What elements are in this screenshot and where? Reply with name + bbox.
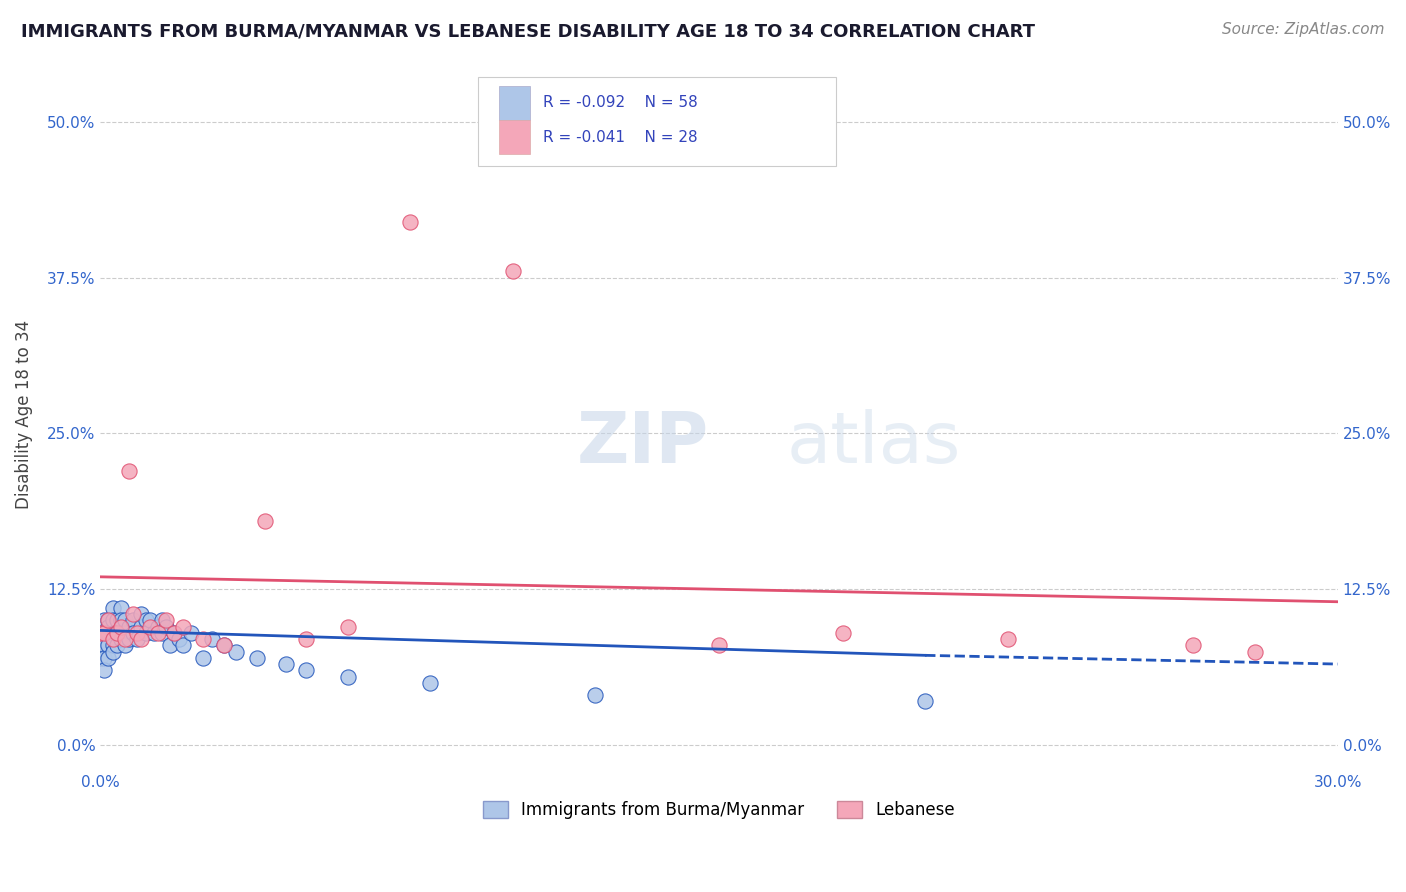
Point [93, 626, 115, 640]
Point [155, 620, 177, 634]
Point [131, 607, 153, 622]
Point [150, 626, 173, 640]
Point [274, 657, 297, 671]
Point [135, 614, 157, 628]
Point [89, 626, 111, 640]
Point [114, 632, 136, 647]
Point [110, 601, 132, 615]
Point [97, 614, 120, 628]
Point [89, 639, 111, 653]
Point [97, 626, 120, 640]
Point [105, 614, 128, 628]
Point [336, 669, 359, 683]
Point [110, 614, 132, 628]
Point [201, 632, 224, 647]
FancyBboxPatch shape [478, 78, 837, 166]
Point [93, 650, 115, 665]
Point [114, 639, 136, 653]
Point [246, 650, 269, 665]
Point [97, 639, 120, 653]
Point [122, 626, 145, 640]
Point [914, 694, 936, 708]
Point [254, 514, 277, 528]
Point [1182, 639, 1205, 653]
Legend: Immigrants from Burma/Myanmar, Lebanese: Immigrants from Burma/Myanmar, Lebanese [475, 794, 962, 826]
Point [159, 639, 181, 653]
Point [101, 601, 124, 615]
Point [122, 614, 145, 628]
Text: atlas: atlas [787, 409, 962, 478]
Point [93, 663, 115, 677]
Text: ZIP: ZIP [576, 409, 709, 478]
Text: Source: ZipAtlas.com: Source: ZipAtlas.com [1222, 22, 1385, 37]
Point [118, 620, 141, 634]
Point [150, 614, 173, 628]
Point [163, 626, 186, 640]
Point [295, 663, 318, 677]
Point [97, 614, 120, 628]
Point [146, 626, 169, 640]
Point [101, 632, 124, 647]
Point [131, 620, 153, 634]
Text: R = -0.092    N = 58: R = -0.092 N = 58 [543, 95, 697, 111]
Point [146, 620, 169, 634]
Point [502, 264, 524, 278]
Point [127, 632, 149, 647]
Point [398, 214, 420, 228]
Y-axis label: Disability Age 18 to 34: Disability Age 18 to 34 [15, 320, 32, 509]
Point [110, 620, 132, 634]
Point [105, 639, 128, 653]
Point [105, 626, 128, 640]
Point [89, 650, 111, 665]
Point [172, 620, 194, 634]
Point [127, 626, 149, 640]
Point [101, 639, 124, 653]
Point [122, 607, 145, 622]
Point [831, 626, 853, 640]
Point [93, 614, 115, 628]
Text: R = -0.041    N = 28: R = -0.041 N = 28 [543, 129, 697, 145]
Point [139, 614, 162, 628]
Point [114, 614, 136, 628]
FancyBboxPatch shape [499, 120, 530, 154]
Point [193, 650, 215, 665]
Point [131, 632, 153, 647]
Point [193, 632, 215, 647]
Point [295, 632, 318, 647]
Point [997, 632, 1019, 647]
Point [163, 626, 186, 640]
Text: IMMIGRANTS FROM BURMA/MYANMAR VS LEBANESE DISABILITY AGE 18 TO 34 CORRELATION CH: IMMIGRANTS FROM BURMA/MYANMAR VS LEBANES… [21, 22, 1035, 40]
Point [114, 626, 136, 640]
Point [212, 639, 235, 653]
Point [135, 626, 157, 640]
FancyBboxPatch shape [499, 86, 530, 120]
Point [97, 650, 120, 665]
Point [419, 675, 441, 690]
Point [118, 464, 141, 478]
Point [139, 620, 162, 634]
Point [101, 644, 124, 658]
Point [336, 620, 359, 634]
Point [110, 632, 132, 647]
Point [93, 639, 115, 653]
Point [225, 644, 247, 658]
Point [93, 626, 115, 640]
Point [105, 626, 128, 640]
Point [142, 626, 165, 640]
Point [101, 614, 124, 628]
Point [155, 614, 177, 628]
Point [97, 620, 120, 634]
Point [167, 632, 190, 647]
Point [583, 688, 606, 702]
Point [707, 639, 730, 653]
Point [172, 639, 194, 653]
Point [1244, 644, 1267, 658]
Point [118, 632, 141, 647]
Point [89, 626, 111, 640]
Point [180, 626, 202, 640]
Point [212, 639, 235, 653]
Point [101, 626, 124, 640]
